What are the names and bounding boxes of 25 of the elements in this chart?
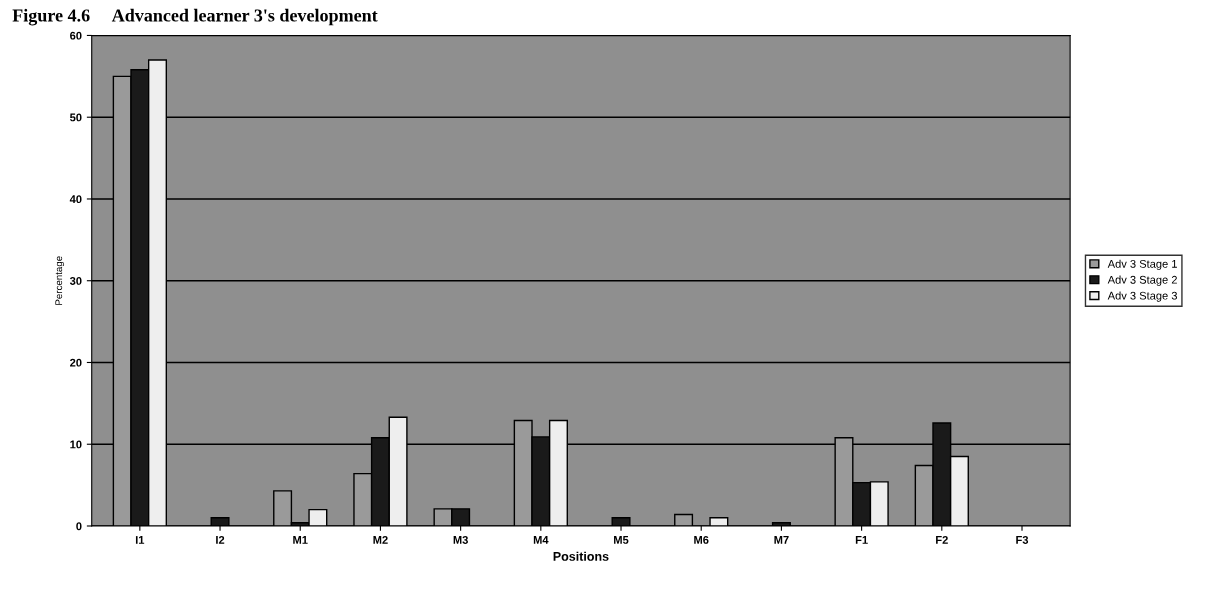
y-tick-label: 20 bbox=[70, 358, 82, 367]
legend-label: Adv 3 Stage 2 bbox=[1107, 275, 1177, 286]
legend-label: Adv 3 Stage 3 bbox=[1107, 291, 1177, 302]
x-tick-label: I2 bbox=[216, 536, 225, 544]
chart-title: Figure 4.6 Advanced learner 3's development bbox=[12, 8, 378, 26]
x-tick-label: F2 bbox=[936, 536, 948, 544]
x-axis-title: Positions bbox=[553, 551, 609, 561]
y-tick-label: 10 bbox=[70, 440, 82, 449]
x-tick-label: M7 bbox=[774, 536, 789, 544]
x-tick-label: M6 bbox=[694, 536, 709, 544]
y-axis-title: Percentage bbox=[55, 256, 65, 305]
x-tick-label: F1 bbox=[855, 536, 868, 544]
y-tick-label: 0 bbox=[76, 522, 82, 531]
y-tick-label: 40 bbox=[69, 195, 82, 204]
y-tick-label: 50 bbox=[69, 113, 82, 122]
x-tick-label: F3 bbox=[1016, 536, 1029, 544]
x-tick-label: M3 bbox=[453, 536, 468, 544]
legend-label: Adv 3 Stage 1 bbox=[1107, 259, 1177, 270]
x-tick-label: M1 bbox=[293, 536, 308, 544]
x-tick-label: M4 bbox=[533, 536, 549, 544]
x-tick-label: M5 bbox=[614, 536, 629, 544]
x-tick-label: I1 bbox=[135, 536, 145, 544]
x-tick-label: M2 bbox=[373, 536, 388, 544]
y-tick-label: 30 bbox=[69, 276, 82, 285]
y-tick-label: 60 bbox=[70, 31, 82, 40]
